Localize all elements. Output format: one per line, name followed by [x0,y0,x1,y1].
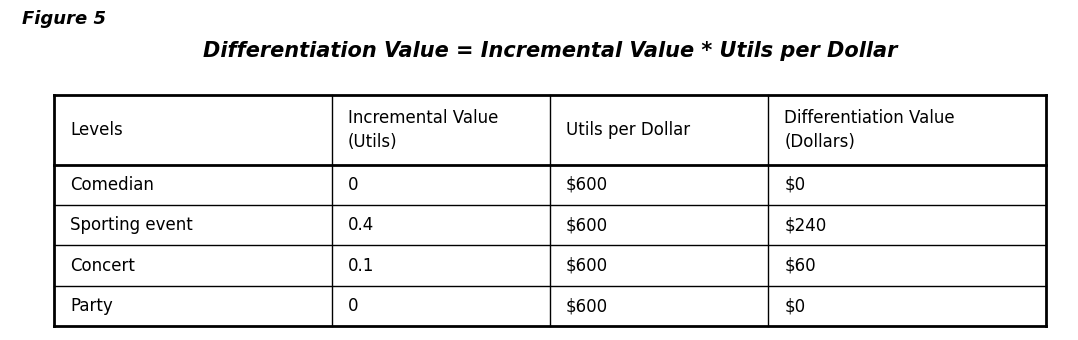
Text: 0: 0 [348,297,358,315]
Text: 0: 0 [348,176,358,194]
Text: $0: $0 [784,176,805,194]
Text: Comedian: Comedian [70,176,154,194]
Text: Incremental Value
(Utils): Incremental Value (Utils) [348,109,498,151]
Text: $600: $600 [566,176,608,194]
Text: $240: $240 [784,216,827,234]
Text: $0: $0 [784,297,805,315]
Text: $600: $600 [566,257,608,275]
Text: Levels: Levels [70,121,123,139]
Text: Sporting event: Sporting event [70,216,193,234]
Text: Differentiation Value
(Dollars): Differentiation Value (Dollars) [784,109,955,151]
Text: Concert: Concert [70,257,135,275]
Text: Figure 5: Figure 5 [22,10,106,28]
Text: $600: $600 [566,297,608,315]
Text: $60: $60 [784,257,816,275]
Text: Utils per Dollar: Utils per Dollar [566,121,690,139]
Text: $600: $600 [566,216,608,234]
Text: 0.4: 0.4 [348,216,374,234]
Text: Differentiation Value = Incremental Value * Utils per Dollar: Differentiation Value = Incremental Valu… [203,41,897,61]
Text: 0.1: 0.1 [348,257,374,275]
Text: Party: Party [70,297,113,315]
